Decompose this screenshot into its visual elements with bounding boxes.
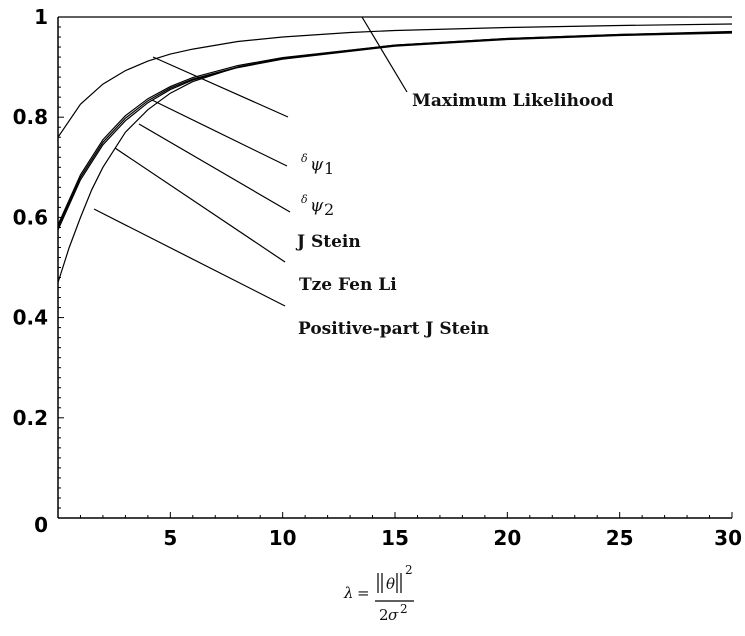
x-tick-label: 10	[269, 526, 297, 550]
chart-curves	[57, 16, 733, 283]
x-label-den-coef: 2	[379, 606, 389, 624]
leader-line-1	[361, 16, 408, 93]
x-label-den-exp: 2	[400, 602, 408, 616]
label-delta-psi-1-psi: ψ	[310, 155, 324, 175]
series-line-2	[57, 23, 733, 138]
x-tick-label: 5	[163, 526, 177, 550]
series-line-6	[57, 31, 733, 283]
label-delta-psi-2-psi: ψ	[310, 196, 324, 216]
y-tick-label: 0	[34, 513, 48, 537]
x-axis-label: λ = θ 2 2 σ 2	[343, 563, 414, 624]
label-j-stein: J Stein	[295, 232, 361, 252]
series-line-5	[57, 32, 733, 231]
x-label-sigma: σ	[388, 606, 399, 624]
annotations: Maximum Likelihood δ ψ 1 δ ψ 2 J Stein T…	[295, 91, 614, 339]
leader-line-6	[93, 208, 286, 307]
label-positive-part-j-stein: Positive-part J Stein	[298, 319, 489, 339]
x-label-equals: =	[357, 584, 370, 602]
x-label-num-exp: 2	[405, 563, 413, 577]
x-label-theta: θ	[386, 575, 395, 593]
leader-line-3	[151, 99, 288, 167]
leader-line-4	[138, 123, 291, 213]
x-tick-label: 30	[714, 526, 742, 550]
label-delta-psi-2-delta: δ	[301, 193, 308, 206]
leader-line-5	[114, 147, 286, 263]
x-tick-label: 15	[381, 526, 409, 550]
x-tick-label: 25	[606, 526, 634, 550]
y-tick-label: 1	[34, 5, 48, 29]
label-tze-fen-li: Tze Fen Li	[299, 275, 397, 295]
label-delta-psi-2: δ ψ 2	[301, 188, 334, 219]
x-label-lambda: λ	[343, 584, 354, 602]
chart-axes: 5 10 15 20 25 30 0 0.2 0.4 0.6 0.8 1	[13, 5, 742, 550]
y-tick-label: 0.4	[13, 306, 48, 330]
label-delta-psi-2-sub: 2	[324, 200, 334, 219]
leader-line-2	[152, 56, 289, 118]
label-maximum-likelihood: Maximum Likelihood	[412, 91, 614, 111]
label-delta-psi-1-sub: 1	[324, 159, 334, 178]
label-delta-psi-1: δ ψ 1	[301, 147, 334, 178]
label-delta-psi-1-delta: δ	[301, 152, 308, 165]
chart-leader-lines	[93, 16, 408, 307]
y-tick-label: 0.6	[13, 205, 48, 229]
x-tick-label: 20	[493, 526, 521, 550]
y-tick-label: 0.8	[13, 105, 48, 129]
y-tick-label: 0.2	[13, 406, 48, 430]
